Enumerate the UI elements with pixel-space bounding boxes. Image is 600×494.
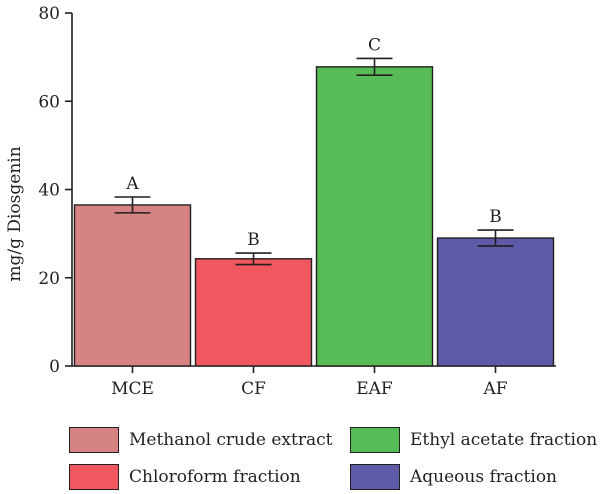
x-tick-label: EAF <box>356 379 393 399</box>
group-label: B <box>247 230 260 250</box>
bar <box>436 237 555 367</box>
group-label: C <box>368 35 381 55</box>
x-axis: MCE CF EAF AF <box>72 365 556 399</box>
y-tick-label: 80 <box>38 4 60 24</box>
bar <box>194 258 313 367</box>
x-tick-label: CF <box>241 379 266 399</box>
y-axis: 0 20 40 60 80 <box>38 4 73 377</box>
y-tick-label: 40 <box>38 181 60 201</box>
bar <box>73 204 192 367</box>
y-tick-label: 20 <box>38 269 60 289</box>
y-axis-label: mg/g Diosgenin <box>5 146 25 281</box>
bar <box>315 66 434 367</box>
y-tick-label: 60 <box>38 92 60 112</box>
bars: A B C B <box>73 35 555 367</box>
x-tick-label: AF <box>482 379 507 399</box>
x-tick-label: MCE <box>111 379 154 399</box>
group-label: A <box>125 174 139 194</box>
y-tick-label: 0 <box>49 357 60 377</box>
group-label: B <box>489 207 502 227</box>
